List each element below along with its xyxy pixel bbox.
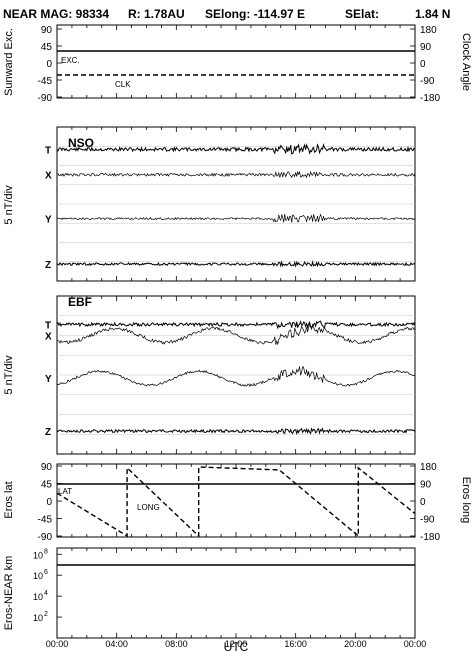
ebf-traces (56, 320, 416, 436)
header-selong: SElong: -114.97 E (205, 7, 305, 21)
y-log-tick-label: 10 (33, 592, 43, 602)
x-tick-label: 00:00 (46, 639, 69, 649)
nso-title: NSO (68, 136, 94, 150)
panel-nso: T X Y Z NSO 5 nT/div (3, 126, 416, 282)
panel5-frame (56, 547, 416, 639)
trace-label-z: Z (45, 260, 51, 271)
y-right-tick-label: 90 (420, 42, 432, 53)
trace-x (56, 323, 416, 346)
panel1-ticks: 90 180 45 90 0 0 -45 -90 -90 -180 (38, 25, 441, 104)
y-log-tick-label: 10 (33, 571, 43, 581)
panel2-grid (57, 145, 415, 263)
y-log-tick-exponent: 6 (44, 569, 48, 576)
y-right-tick-label: 180 (420, 462, 437, 473)
y-right-tick-label: 0 (420, 59, 426, 70)
x-axis-label: UTC (224, 640, 249, 654)
distance-ylabel: Eros-NEAR km (3, 556, 15, 631)
x-axis-ticks: 00:00 04:00 08:00 12:00 16:00 20:00 00:00 (46, 25, 427, 649)
y-left-tick-label: 45 (41, 42, 53, 53)
y-left-tick-label: 90 (41, 462, 53, 473)
eros-long-ylabel: Eros long (460, 477, 472, 523)
y-right-tick-label: 0 (420, 497, 426, 508)
y-left-tick-label: 45 (41, 480, 53, 491)
panel-sunward-clock: 90 180 45 90 0 0 -45 -90 -90 -180 EXC. CLK Sunwar… (3, 24, 472, 104)
x-tick-label: 16:00 (284, 639, 307, 649)
y-right-tick-label: -90 (420, 76, 435, 87)
x-tick-label: 08:00 (165, 639, 188, 649)
trace-t (56, 143, 416, 155)
ebf-title: EBF (68, 295, 92, 309)
eros-lat-ylabel: Eros lat (3, 481, 15, 518)
y-right-tick-label: -90 (420, 515, 435, 526)
x-tick-label: 00:00 (404, 639, 427, 649)
trace-label-y: Y (45, 374, 52, 385)
clk-label: CLK (115, 80, 131, 89)
y-left-tick-label: 0 (46, 59, 52, 70)
long-label: LONG (137, 503, 160, 512)
long-line (56, 466, 416, 538)
x-tick-label: 20:00 (344, 639, 367, 649)
panel3-ticks: TX Y Z (45, 320, 52, 438)
panel-eros-position: 90 180 45 90 0 0 -45 -90 -90 -180 LAT LONG Eros l… (3, 462, 472, 543)
y-left-tick-label: 90 (41, 25, 53, 36)
trace-y (56, 213, 416, 223)
x-tick-label: 12:00 (225, 639, 248, 649)
y-log-tick-exponent: 4 (44, 590, 48, 597)
header: NEAR MAG: 98334 R: 1.78AU SElong: -114.9… (3, 7, 450, 21)
y-right-tick-label: -180 (420, 93, 440, 104)
y-log-tick-label: 10 (33, 550, 43, 560)
y-right-tick-label: 90 (420, 480, 432, 491)
y-right-tick-label: -180 (420, 532, 440, 543)
nso-traces (56, 143, 416, 268)
panel-ebf: TX Y Z EBF 5 nT/div (3, 295, 416, 455)
exc-label: EXC. (61, 56, 80, 65)
trace-label-x: X (45, 171, 52, 182)
x-tick-label: 04:00 (105, 639, 128, 649)
lat-label: LAT (58, 487, 72, 496)
sunward-ylabel: Sunward Exc. (3, 28, 15, 96)
panel2-ticks: T X Y Z (45, 145, 52, 271)
trace-t (56, 320, 416, 330)
panel4-ticks: 90 180 45 90 0 0 -45 -90 -90 -180 (38, 462, 441, 543)
trace-label-t: T (45, 145, 51, 156)
header-selat: SElat: (345, 7, 379, 21)
y-log-tick-label: 10 (33, 613, 43, 623)
trace-z (56, 427, 416, 436)
panel4-frame (56, 463, 416, 538)
trace-z (56, 260, 416, 268)
clock-ylabel: Clock Angle (460, 33, 472, 91)
trace-label-z: Z (45, 427, 51, 438)
header-radius: R: 1.78AU (128, 7, 185, 21)
y-log-tick-exponent: 2 (44, 611, 48, 618)
panel3-grid (57, 315, 415, 435)
trace-label-x: X (45, 332, 52, 343)
y-left-tick-label: -90 (38, 532, 53, 543)
trace-x (56, 170, 416, 179)
y-left-tick-label: -45 (38, 76, 53, 87)
ebf-ylabel: 5 nT/div (3, 355, 15, 395)
y-left-tick-label: -45 (38, 515, 53, 526)
y-left-tick-label: -90 (38, 93, 53, 104)
trace-label-y: Y (45, 215, 52, 226)
nso-ylabel: 5 nT/div (3, 185, 15, 225)
y-left-tick-label: 0 (46, 497, 52, 508)
trace-y (56, 366, 416, 387)
header-instrument: NEAR MAG: 98334 (3, 7, 109, 21)
trace-label-t: T (45, 320, 51, 331)
y-log-tick-exponent: 8 (44, 548, 48, 555)
header-selat-value: 1.84 N (415, 7, 450, 21)
panel1-frame (56, 24, 416, 99)
y-right-tick-label: 180 (420, 25, 437, 36)
